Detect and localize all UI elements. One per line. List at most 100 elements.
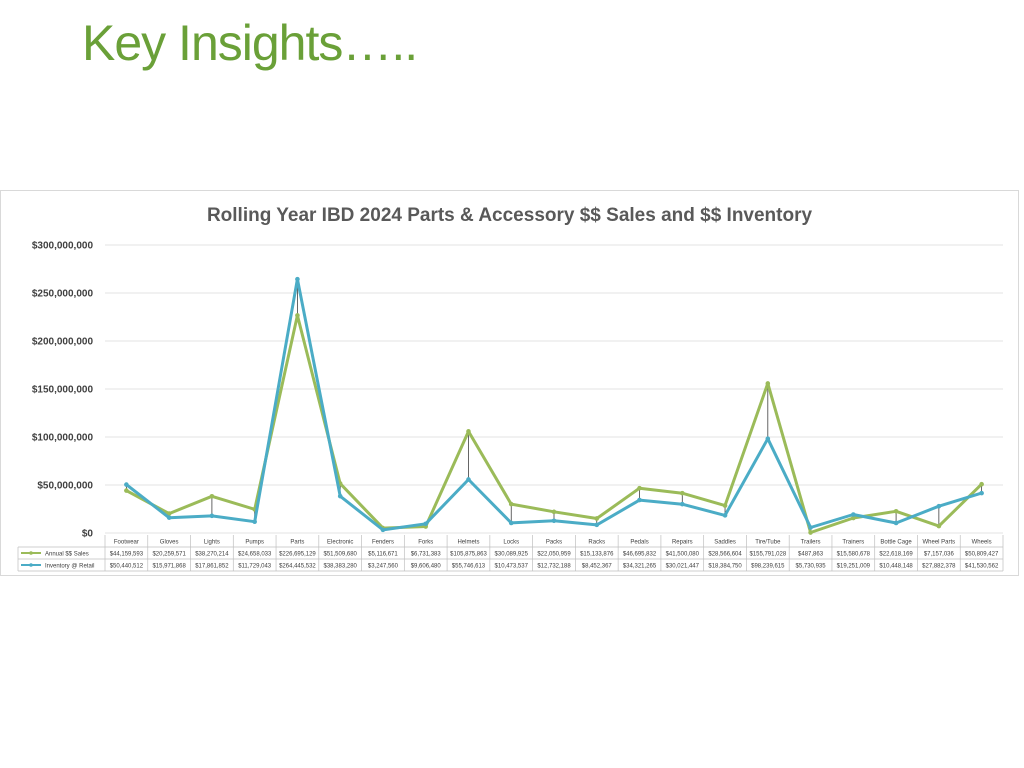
category-label: Forks	[418, 540, 433, 546]
data-point	[466, 477, 471, 482]
data-label: $226,695,129	[279, 552, 316, 558]
data-label: $8,452,367	[582, 564, 613, 570]
data-point	[508, 520, 514, 526]
data-label: $44,159,593	[110, 552, 144, 558]
data-point	[637, 497, 642, 503]
data-point	[295, 276, 300, 282]
data-point	[979, 490, 984, 496]
category-label: Wheels	[972, 540, 992, 546]
data-label: $17,861,852	[195, 564, 229, 570]
data-label: $22,618,169	[879, 552, 913, 558]
category-label: Pedals	[630, 540, 648, 546]
data-point	[679, 501, 685, 507]
data-label: $6,731,383	[411, 552, 442, 558]
category-label: Repairs	[672, 540, 693, 546]
data-label: $34,321,265	[623, 564, 657, 570]
chart-container: Rolling Year IBD 2024 Parts & Accessory …	[0, 190, 1019, 576]
data-point	[508, 501, 514, 507]
data-label: $15,971,868	[152, 564, 186, 570]
data-point	[551, 518, 557, 524]
category-label: Packs	[546, 540, 562, 546]
data-label: $105,875,863	[450, 552, 487, 558]
y-tick-label: $100,000,000	[32, 433, 94, 444]
data-label: $264,445,532	[279, 564, 316, 570]
category-label: Helmets	[457, 540, 479, 546]
data-point	[252, 519, 257, 525]
data-label: $3,247,560	[368, 564, 399, 570]
category-label: Trailers	[801, 540, 821, 546]
data-label: $18,384,750	[708, 564, 742, 570]
category-label: Wheel Parts	[923, 540, 956, 546]
data-point	[936, 503, 942, 509]
category-label: Parts	[290, 540, 304, 546]
category-label: Electronic	[327, 540, 353, 546]
category-label: Saddles	[714, 540, 736, 546]
category-label: Tire/Tube	[755, 540, 781, 546]
legend-marker	[29, 551, 33, 555]
data-label: $22,050,959	[537, 552, 571, 558]
data-label: $15,580,678	[837, 552, 871, 558]
data-point	[637, 485, 642, 491]
y-tick-label: $300,000,000	[32, 241, 94, 252]
data-point	[722, 503, 728, 508]
data-point	[423, 521, 429, 527]
data-point	[124, 488, 129, 493]
data-point	[209, 493, 215, 499]
data-label: $30,089,925	[495, 552, 529, 558]
data-point	[851, 515, 856, 521]
data-label: $50,440,512	[110, 564, 144, 570]
y-tick-label: $250,000,000	[32, 289, 94, 300]
legend-entry: Inventory @ Retail	[45, 564, 94, 570]
category-label: Racks	[588, 540, 605, 546]
data-label: $5,116,671	[368, 552, 398, 558]
category-label: Gloves	[160, 540, 179, 546]
data-label: $12,732,188	[537, 564, 571, 570]
data-label: $155,791,028	[749, 552, 786, 558]
data-point	[594, 516, 600, 521]
legend-marker	[29, 563, 33, 567]
data-point	[808, 525, 813, 530]
data-label: $487,863	[798, 552, 824, 558]
data-label: $28,566,604	[708, 552, 742, 558]
data-point	[722, 513, 728, 518]
data-label: $50,809,427	[965, 552, 999, 558]
legend-entry: Annual $$ Sales	[45, 552, 89, 558]
y-tick-label: $0	[82, 529, 94, 540]
y-tick-label: $200,000,000	[32, 337, 94, 348]
data-label: $10,473,537	[495, 564, 529, 570]
data-label: $19,251,009	[837, 564, 871, 570]
category-label: Pumps	[245, 540, 264, 546]
slide-title: Key Insights…..	[82, 15, 418, 71]
data-label: $20,259,571	[152, 552, 186, 558]
data-label: $41,530,562	[965, 564, 999, 570]
data-label: $55,746,613	[452, 564, 486, 570]
data-label: $5,730,935	[796, 564, 827, 570]
category-label: Fenders	[372, 540, 394, 546]
data-label: $7,157,036	[924, 552, 955, 558]
data-point	[893, 508, 899, 514]
category-label: Trainers	[842, 540, 864, 546]
data-point	[337, 493, 343, 499]
category-label: Footwear	[114, 540, 139, 546]
data-point	[209, 513, 215, 519]
data-label: $27,882,378	[922, 564, 956, 570]
data-label: $15,133,876	[580, 552, 614, 558]
series-line-inventory	[125, 277, 983, 532]
data-label: $38,270,214	[195, 552, 229, 558]
data-label: $24,658,033	[238, 552, 272, 558]
chart-title: Rolling Year IBD 2024 Parts & Accessory …	[206, 205, 813, 226]
data-point	[124, 482, 129, 487]
data-point	[679, 490, 685, 496]
line-chart: $0 $50,000,000 $100,000,000 $150,000,000 $20…	[17, 241, 1004, 572]
data-label: $11,729,043	[238, 564, 272, 570]
data-point	[295, 313, 300, 318]
data-point	[851, 512, 856, 517]
data-point	[380, 527, 386, 533]
data-point	[979, 481, 984, 487]
data-label: $51,509,680	[324, 552, 358, 558]
data-point	[166, 515, 172, 520]
y-tick-label: $150,000,000	[32, 385, 94, 396]
data-label: $10,448,148	[879, 564, 913, 570]
data-label: $38,383,280	[324, 564, 358, 570]
category-label: Lights	[204, 540, 220, 546]
